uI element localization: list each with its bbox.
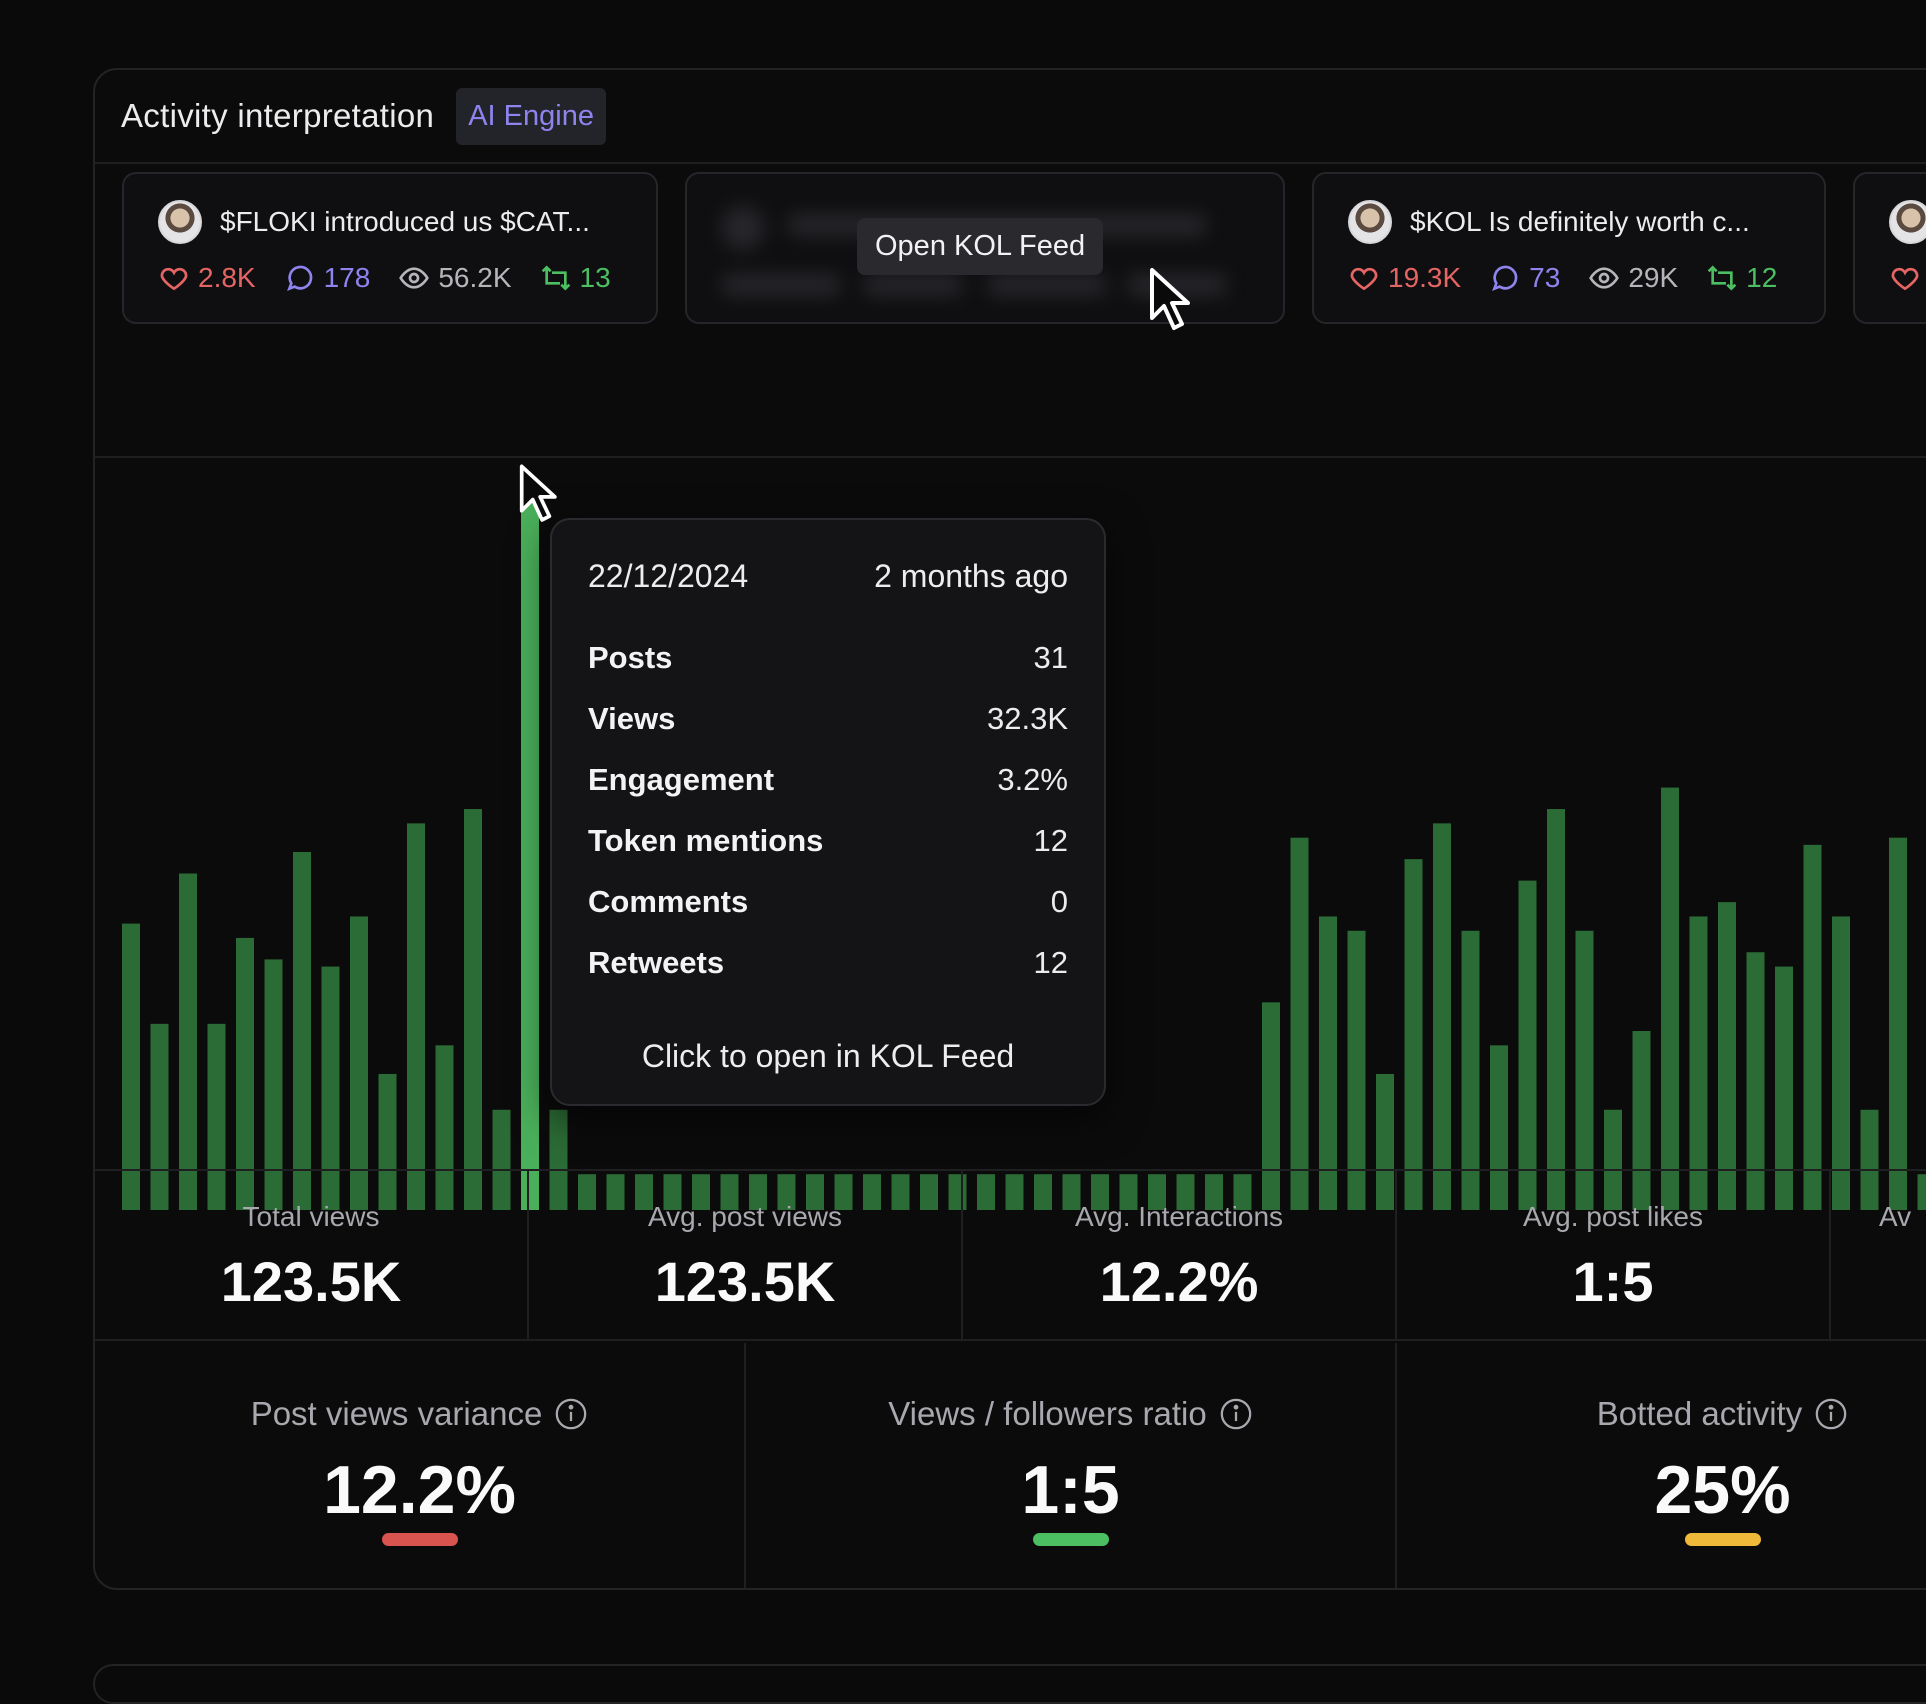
chart-bar-highlighted[interactable]: [521, 494, 539, 1210]
next-panel-edge: [93, 1664, 1926, 1704]
status-indicator: [382, 1533, 458, 1546]
tooltip-label: Engagement: [588, 762, 774, 798]
chart-bar[interactable]: [293, 852, 311, 1210]
metric-total-views: Total views 123.5K: [95, 1171, 529, 1339]
metric-botted-activity: Botted activity 25%: [1397, 1343, 1926, 1590]
retweets-stat: 12: [1706, 262, 1777, 294]
activity-panel: Activity interpretation AI Engine $FLOKI…: [93, 68, 1926, 1590]
eye-icon: [398, 262, 430, 294]
comment-icon: [1489, 262, 1521, 294]
post-card[interactable]: $FLOKI introduced us $CAT... 2.8K 178 56…: [122, 172, 658, 324]
chart-bar[interactable]: [122, 924, 140, 1210]
status-indicator: [1685, 1533, 1761, 1546]
comments-stat: 73: [1489, 262, 1560, 294]
tooltip-label: Views: [588, 701, 675, 737]
chart-bar[interactable]: [1547, 809, 1565, 1210]
retweet-icon: [540, 262, 572, 294]
metric-post-views-variance: Post views variance 12.2%: [95, 1343, 746, 1590]
views-stat: 29K: [1588, 262, 1678, 294]
post-card-partial[interactable]: [1853, 172, 1926, 324]
tooltip-relative-time: 2 months ago: [874, 558, 1068, 595]
post-card[interactable]: $KOL Is definitely worth c... 19.3K 73 2…: [1312, 172, 1826, 324]
chart-bar[interactable]: [1832, 916, 1850, 1210]
tooltip-value: 0: [1051, 884, 1068, 920]
open-in-kol-feed-link[interactable]: Click to open in KOL Feed: [552, 1038, 1104, 1075]
tooltip-label: Token mentions: [588, 823, 823, 859]
metrics-health-row: Post views variance 12.2% Views / follow…: [95, 1343, 1926, 1590]
chart-bar[interactable]: [1889, 838, 1907, 1210]
info-icon[interactable]: [1814, 1397, 1848, 1431]
metric-avg-interactions: Avg. Interactions 12.2%: [963, 1171, 1397, 1339]
mouse-cursor-icon: [518, 462, 566, 528]
chart-bar[interactable]: [179, 873, 197, 1210]
metric-partial: Av: [1831, 1171, 1926, 1339]
chart-bar[interactable]: [1661, 788, 1679, 1210]
chart-tooltip[interactable]: 22/12/2024 2 months ago Posts 31 Views 32.…: [550, 518, 1106, 1106]
likes-stat: 19.3K: [1348, 262, 1461, 294]
eye-icon: [1588, 262, 1620, 294]
metric-avg-post-views: Avg. post views 123.5K: [529, 1171, 963, 1339]
post-text: $KOL Is definitely worth c...: [1410, 206, 1750, 238]
chart-bar[interactable]: [1690, 916, 1708, 1210]
info-icon[interactable]: [554, 1397, 588, 1431]
chart-bar[interactable]: [350, 916, 368, 1210]
heart-icon: [158, 262, 190, 294]
mouse-cursor-icon: [1148, 266, 1200, 336]
avatar: [158, 200, 202, 244]
tooltip-value: 32.3K: [987, 701, 1068, 737]
chart-bar[interactable]: [1319, 916, 1337, 1210]
avatar: [1889, 200, 1926, 244]
chart-bar[interactable]: [1433, 823, 1451, 1210]
status-indicator: [1033, 1533, 1109, 1546]
metric-avg-post-likes: Avg. post likes 1:5: [1397, 1171, 1831, 1339]
tooltip-value: 12: [1034, 823, 1068, 859]
chart-bar[interactable]: [1718, 902, 1736, 1210]
panel-title: Activity interpretation: [121, 97, 434, 135]
likes-stat: 2.8K: [158, 262, 256, 294]
avatar: [1348, 200, 1392, 244]
post-text: $FLOKI introduced us $CAT...: [220, 206, 590, 238]
metric-views-followers-ratio: Views / followers ratio 1:5: [746, 1343, 1397, 1590]
chart-bar[interactable]: [1519, 881, 1537, 1210]
ai-engine-badge: AI Engine: [456, 88, 606, 145]
comment-icon: [284, 262, 316, 294]
chart-bar[interactable]: [1405, 859, 1423, 1210]
heart-icon: [1889, 262, 1921, 294]
heart-icon: [1348, 262, 1380, 294]
chart-bar[interactable]: [1291, 838, 1309, 1210]
chart-bar[interactable]: [464, 809, 482, 1210]
metrics-summary-row: Total views 123.5K Avg. post views 123.5…: [95, 1169, 1926, 1341]
retweets-stat: 13: [540, 262, 611, 294]
panel-header: Activity interpretation AI Engine: [95, 70, 1926, 164]
info-icon[interactable]: [1219, 1397, 1253, 1431]
tooltip-label: Comments: [588, 884, 748, 920]
likes-stat: [1889, 262, 1921, 294]
views-stat: 56.2K: [398, 262, 511, 294]
chart-bar[interactable]: [1804, 845, 1822, 1210]
tooltip-value: 3.2%: [997, 762, 1068, 798]
chart-bar[interactable]: [407, 823, 425, 1210]
tooltip-value: 31: [1034, 640, 1068, 676]
tooltip-date: 22/12/2024: [588, 558, 748, 595]
tooltip-label: Retweets: [588, 945, 724, 981]
retweet-icon: [1706, 262, 1738, 294]
tooltip-label: Posts: [588, 640, 672, 676]
open-kol-feed-button[interactable]: Open KOL Feed: [857, 218, 1103, 275]
comments-stat: 178: [284, 262, 371, 294]
tooltip-value: 12: [1034, 945, 1068, 981]
